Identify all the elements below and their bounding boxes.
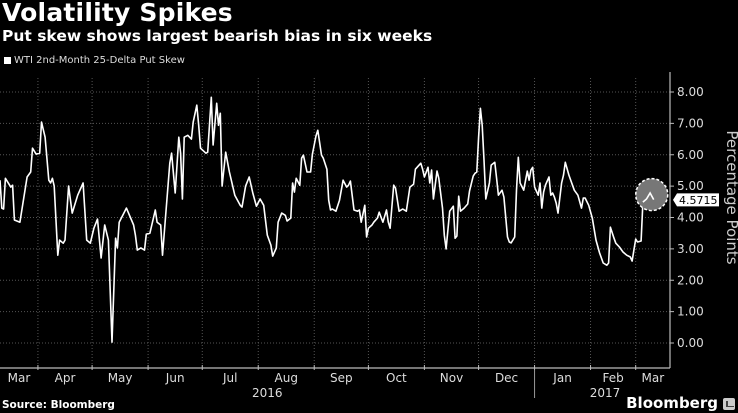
x-tick-label: May (108, 371, 133, 385)
series (0, 96, 655, 343)
series-line-highlight (642, 191, 655, 203)
source-note: Source: Bloomberg (2, 399, 115, 411)
x-tick-label: Aug (275, 371, 298, 385)
axes: 0.00 1.00 2.00 3.00 4.00 5.00 6.00 7.00 8.00 Mar A… (0, 72, 704, 400)
value-callout-box (673, 193, 719, 207)
x-tick-label: Dec (495, 371, 518, 385)
legend-swatch (4, 57, 11, 64)
x-tick-label: Sep (330, 371, 353, 385)
grid (0, 78, 670, 368)
y-tick-label: 7.00 (677, 116, 704, 130)
x-tick-label: Mar (642, 371, 665, 385)
y-tick-label: 6.00 (677, 148, 704, 162)
y-tick-label: 8.00 (677, 85, 704, 99)
legend-label: WTI 2nd-Month 25-Delta Put Skew (14, 55, 185, 66)
x-tick-label: Mar (8, 371, 31, 385)
x-tick-label: Feb (602, 371, 623, 385)
annotation: 4.5715 (634, 177, 719, 212)
brand-logo-text: Bloomberg (626, 394, 718, 412)
y-tick-label: 0.00 (677, 336, 704, 350)
y-tick-label: 2.00 (677, 273, 704, 287)
chart-subtitle: Put skew shows largest bearish bias in s… (2, 27, 433, 45)
year-label: 2017 (590, 386, 621, 400)
legend: WTI 2nd-Month 25-Delta Put Skew (4, 55, 185, 66)
y-axis-label: Percentage Points (723, 130, 738, 264)
chart-title: Volatility Spikes (2, 0, 233, 27)
x-tick-label: Jan (552, 371, 572, 385)
y-tick-label: 4.00 (677, 211, 704, 225)
x-tick-label: Jul (222, 371, 237, 385)
series-line (0, 96, 655, 343)
year-label: 2016 (252, 386, 283, 400)
y-tick-label: 5.00 (677, 179, 704, 193)
bloomberg-chart-icon (723, 398, 735, 410)
x-tick-label: Oct (386, 371, 407, 385)
y-tick-label: 3.00 (677, 242, 704, 256)
x-tick-label: Apr (55, 371, 76, 385)
x-tick-label: Jun (165, 371, 185, 385)
value-callout-label: 4.5715 (679, 194, 718, 207)
y-tick-label: 1.00 (677, 305, 704, 319)
x-tick-label: Nov (440, 371, 463, 385)
